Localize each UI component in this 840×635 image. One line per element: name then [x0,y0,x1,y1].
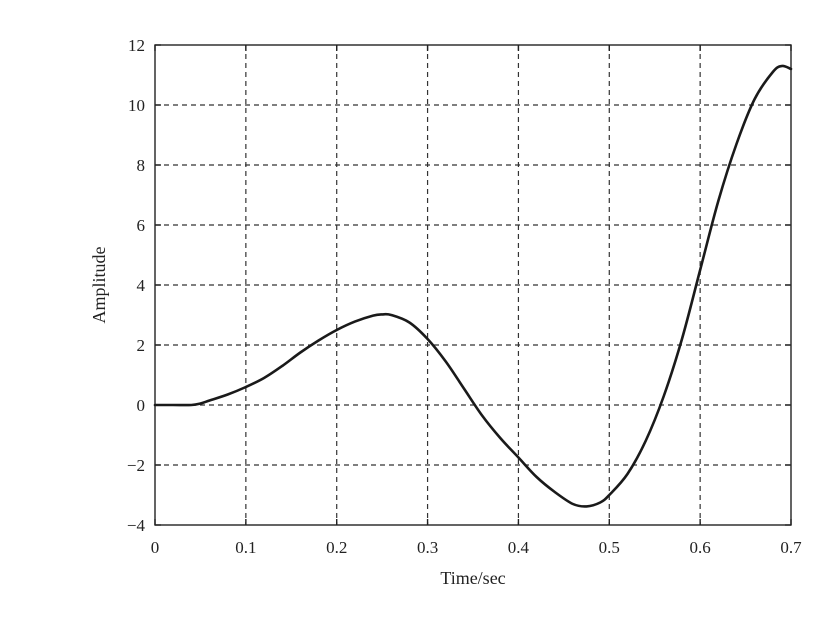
y-tick-label: 4 [137,276,146,295]
x-tick-label: 0 [151,538,160,557]
y-tick-label: 0 [137,396,146,415]
x-tick-label: 0.1 [235,538,256,557]
x-tick-label: 0.3 [417,538,438,557]
y-axis-label: Amplitude [89,246,109,323]
series-line-0 [153,64,793,508]
x-tick-label: 0.4 [508,538,530,557]
x-tick-label: 0.2 [326,538,347,557]
y-tick-label: 2 [137,336,146,355]
x-tick-label: 0.7 [780,538,802,557]
x-tick-label: 0.5 [599,538,620,557]
grid [155,45,791,525]
axis-ticks: 0 0.1 0.2 0.3 0.4 0.5 0.6 0.7 −4 −2 0 2 4 6 8 10 12 [127,36,802,557]
x-tick-label: 0.6 [690,538,711,557]
y-tick-label: 8 [137,156,146,175]
y-tick-label: 12 [128,36,145,55]
y-tick-label: −4 [127,516,146,535]
y-tick-label: −2 [127,456,145,475]
y-tick-label: 10 [128,96,145,115]
y-tick-label: 6 [137,216,146,235]
series-layer [153,64,793,508]
x-axis-label: Time/sec [440,568,505,588]
